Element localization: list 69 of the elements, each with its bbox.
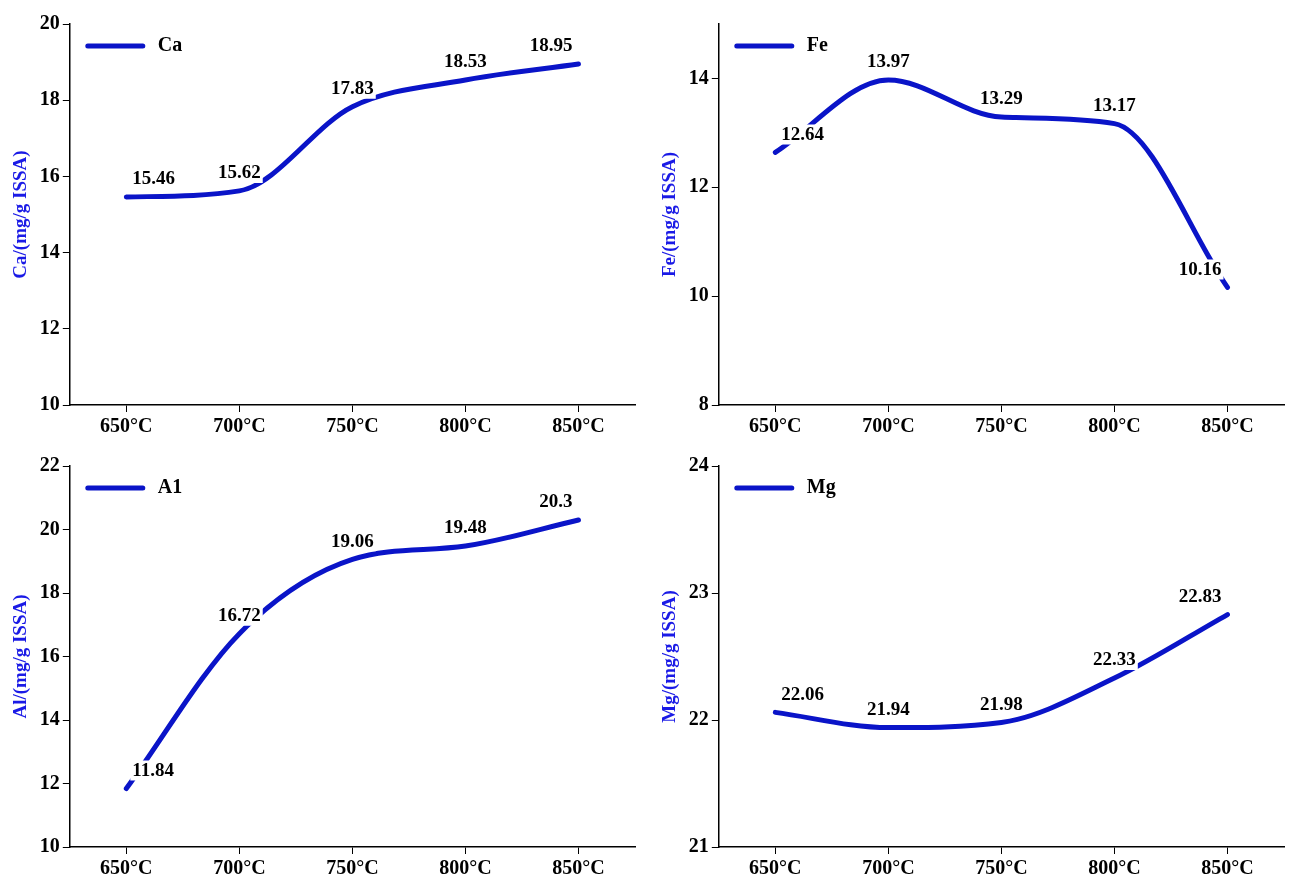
x-tick-label: 750°C <box>326 414 379 437</box>
legend-label: Fe <box>806 33 829 56</box>
data-label: 18.53 <box>444 50 487 72</box>
data-label: 15.62 <box>217 161 261 183</box>
x-tick-label: 700°C <box>862 856 915 879</box>
data-label: 17.83 <box>331 77 374 99</box>
x-tick-label: 800°C <box>1088 856 1141 879</box>
data-label: 15.46 <box>132 167 176 189</box>
legend-label: A1 <box>157 475 183 498</box>
y-tick-label: 14 <box>39 707 60 730</box>
data-label: 19.48 <box>444 516 487 538</box>
data-label: 13.17 <box>1093 94 1137 116</box>
y-axis-title: Mg/(mg/g ISSA) <box>658 590 681 723</box>
y-tick-label: 8 <box>698 392 709 415</box>
x-tick-label: 650°C <box>100 414 153 437</box>
y-tick-label: 14 <box>688 65 709 88</box>
data-label: 21.98 <box>980 692 1023 714</box>
data-label: 19.06 <box>331 529 374 551</box>
data-label: 13.29 <box>980 87 1023 109</box>
x-tick-label: 800°C <box>1088 414 1141 437</box>
legend-label: Ca <box>157 33 183 56</box>
data-label: 22.06 <box>781 682 825 704</box>
data-label: 12.64 <box>781 122 825 144</box>
data-label: 20.3 <box>539 490 573 512</box>
y-axis-title: Al/(mg/g ISSA) <box>9 594 32 719</box>
y-tick-label: 22 <box>39 453 60 476</box>
x-tick-label: 700°C <box>213 414 266 437</box>
x-tick-label: 650°C <box>100 856 153 879</box>
data-label: 11.84 <box>132 758 175 780</box>
data-label: 16.72 <box>217 604 261 626</box>
y-tick-label: 23 <box>688 580 709 603</box>
x-tick-label: 650°C <box>749 856 802 879</box>
y-tick-label: 20 <box>39 11 60 34</box>
x-tick-label: 750°C <box>326 856 379 879</box>
y-tick-label: 12 <box>39 315 60 338</box>
y-tick-label: 21 <box>688 834 709 857</box>
y-tick-label: 10 <box>39 834 60 857</box>
x-tick-label: 850°C <box>552 414 605 437</box>
y-axis-title: Ca/(mg/g ISSA) <box>9 150 32 279</box>
y-tick-label: 20 <box>39 516 60 539</box>
y-tick-label: 18 <box>39 87 60 110</box>
y-tick-label: 10 <box>39 392 60 415</box>
x-tick-label: 800°C <box>439 414 492 437</box>
x-tick-label: 700°C <box>213 856 266 879</box>
y-tick-label: 18 <box>39 580 60 603</box>
legend-label: Mg <box>806 475 836 499</box>
x-tick-label: 800°C <box>439 856 492 879</box>
data-label: 18.95 <box>529 34 573 56</box>
y-axis-title: Fe/(mg/g ISSA) <box>658 151 681 278</box>
data-label: 13.97 <box>866 50 911 72</box>
x-tick-label: 700°C <box>862 414 915 437</box>
x-tick-label: 850°C <box>1201 414 1254 437</box>
y-tick-label: 12 <box>39 770 60 793</box>
x-tick-label: 750°C <box>975 856 1028 879</box>
x-tick-label: 750°C <box>975 414 1028 437</box>
x-tick-label: 850°C <box>1201 856 1254 879</box>
y-tick-label: 10 <box>688 283 709 306</box>
data-label: 22.83 <box>1178 585 1222 606</box>
x-tick-label: 850°C <box>552 856 605 879</box>
y-tick-label: 14 <box>39 239 60 262</box>
data-label: 22.33 <box>1093 648 1136 670</box>
y-tick-label: 16 <box>39 643 60 666</box>
y-tick-label: 16 <box>39 163 60 186</box>
data-label: 21.94 <box>866 698 911 720</box>
data-label: 10.16 <box>1178 257 1222 279</box>
y-tick-label: 22 <box>688 707 709 730</box>
x-tick-label: 650°C <box>749 414 802 437</box>
y-tick-label: 12 <box>688 174 709 197</box>
y-tick-label: 24 <box>688 453 709 476</box>
